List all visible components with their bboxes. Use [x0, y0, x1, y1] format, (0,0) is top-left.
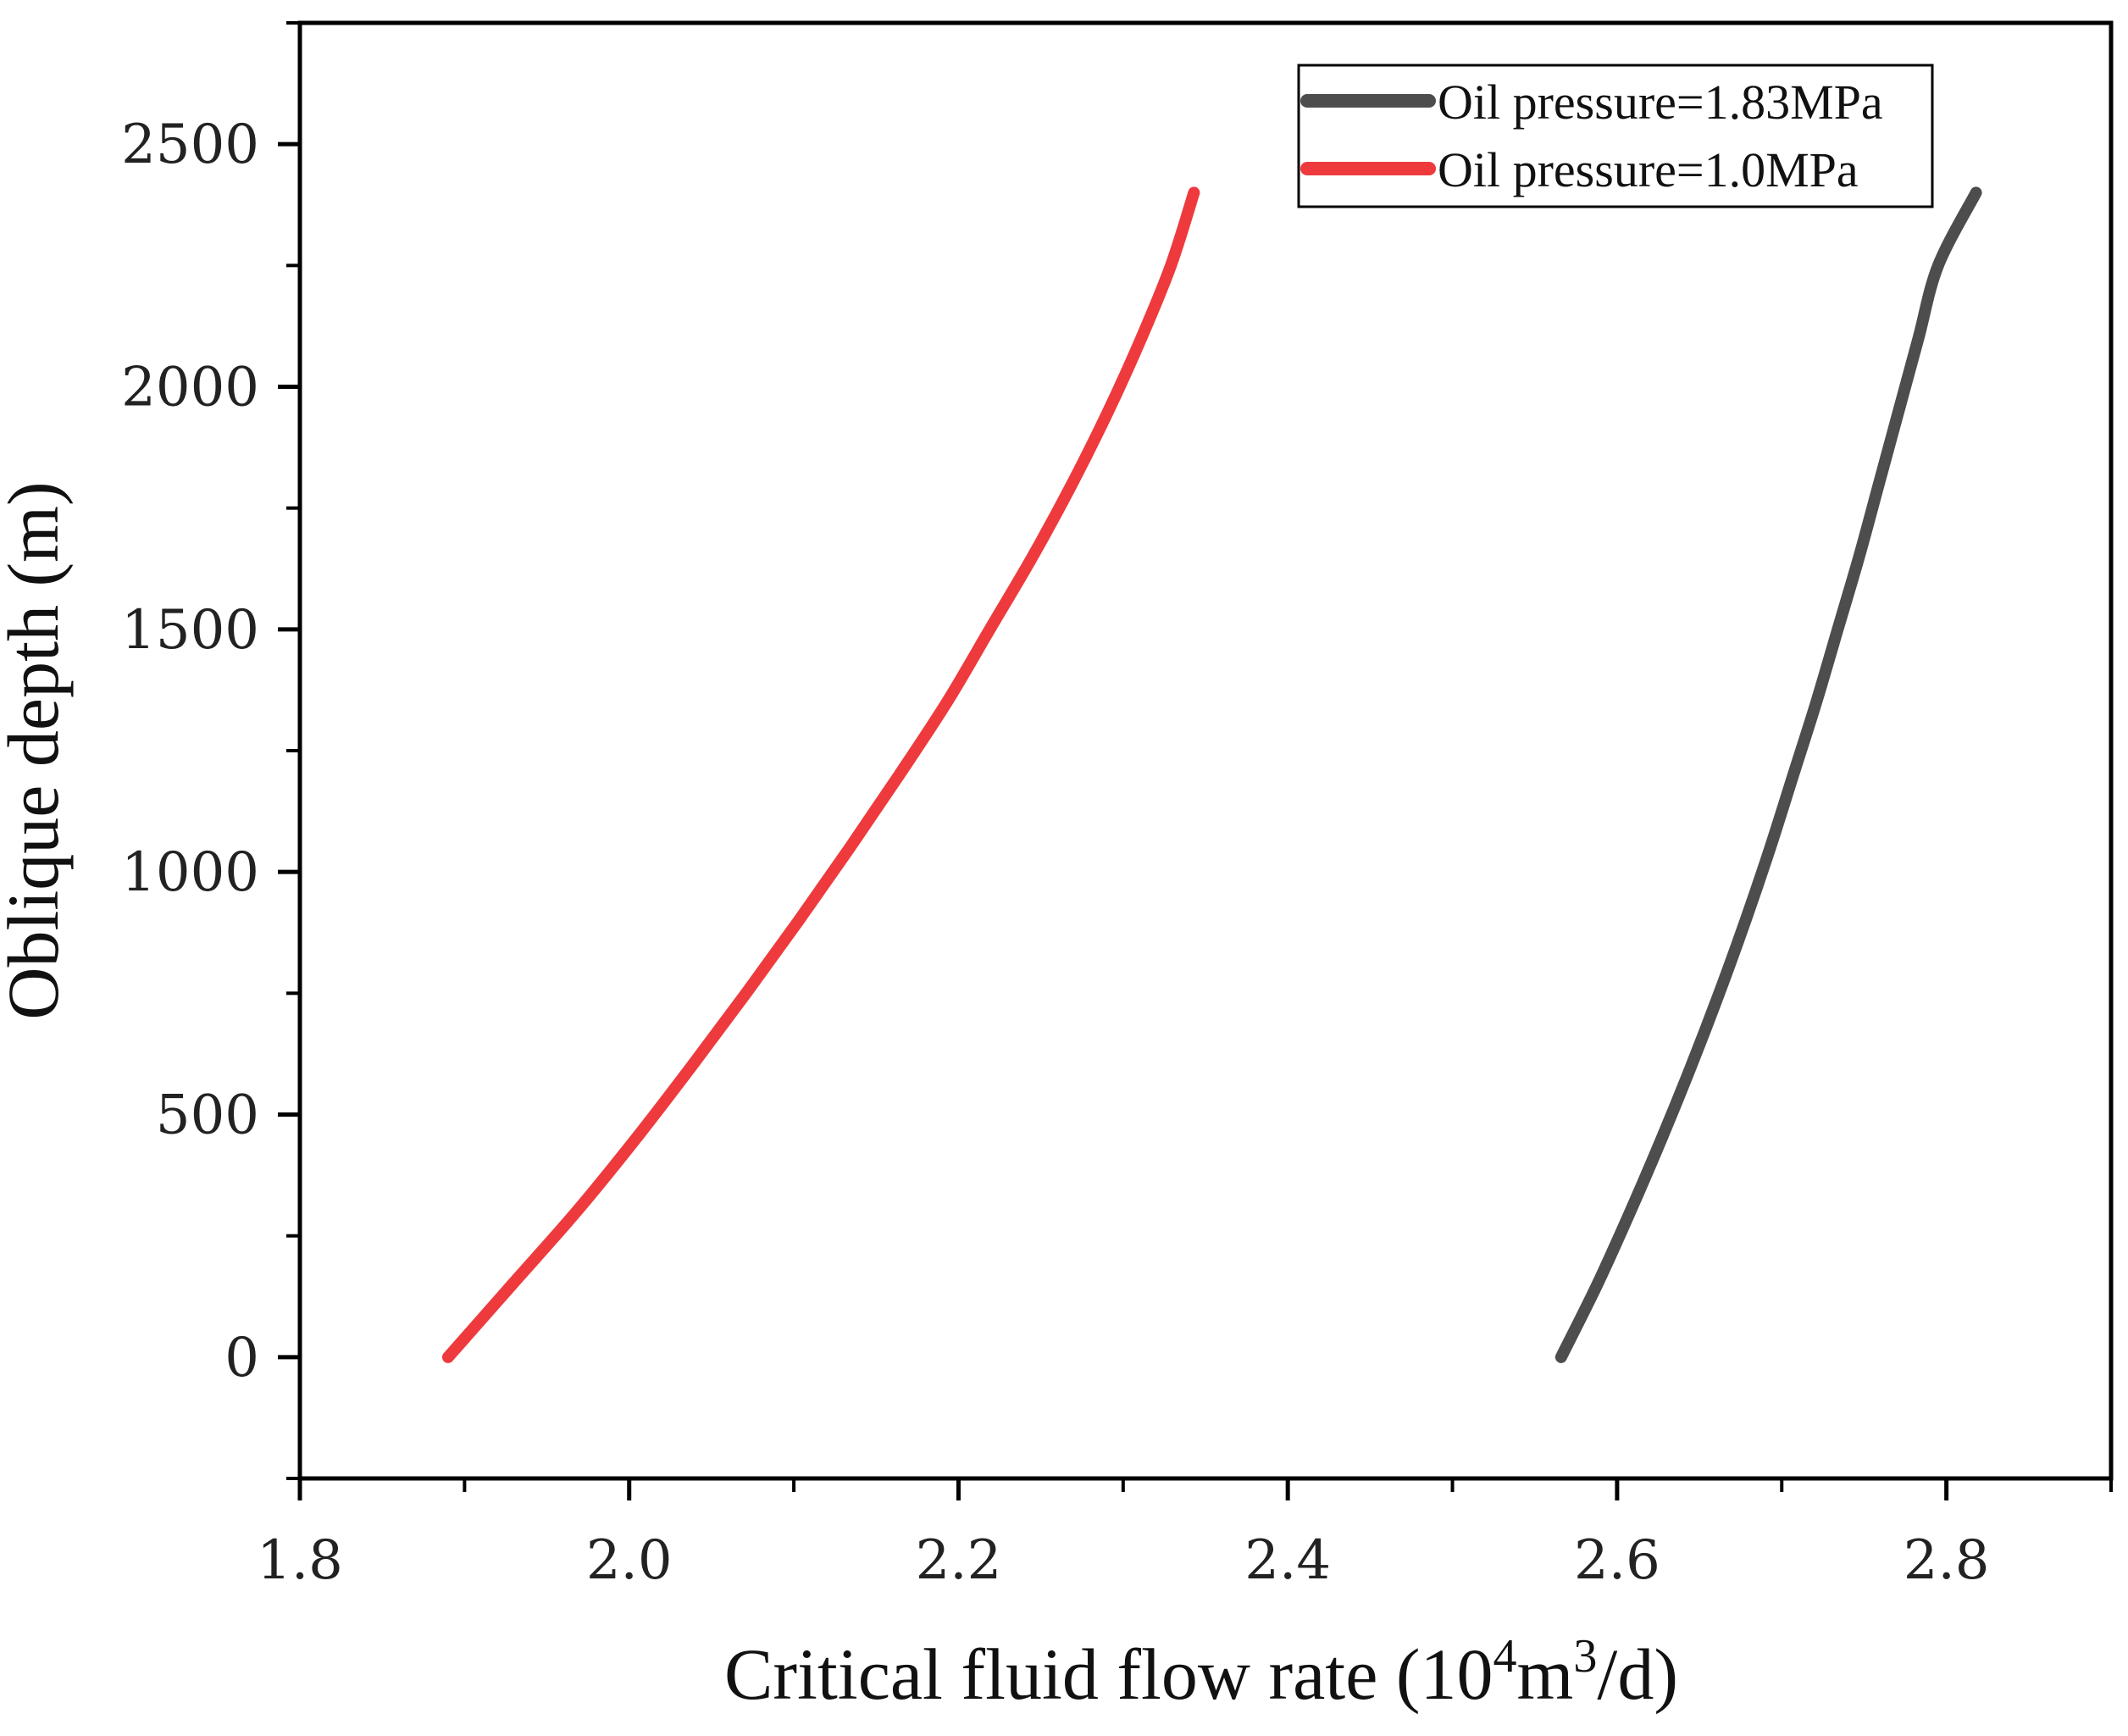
x-tick-label: 2.2: [916, 1529, 1002, 1592]
y-axis-title: Oblique depth (m): [0, 481, 74, 1019]
x-axis-tick-labels: 1.8 2.0 2.2 2.4 2.6 2.8: [257, 1529, 1989, 1592]
x-axis-title-end: /d): [1597, 1633, 1678, 1715]
y-tick-label: 2000: [121, 357, 259, 419]
y-tick-label: 1500: [121, 599, 259, 662]
x-axis-title-sup2: 3: [1573, 1630, 1597, 1683]
x-tick-label: 2.6: [1574, 1529, 1660, 1592]
legend-label-series-1: Oil pressure=1.83MPa: [1438, 75, 1883, 130]
x-axis-title: Critical fluid flow rate (104m3/d): [724, 1630, 1678, 1715]
x-tick-label: 2.0: [586, 1529, 673, 1592]
series-lines: [441, 186, 1982, 1363]
x-axis-title-main: Critical fluid flow rate (10: [724, 1633, 1493, 1715]
y-tick-label: 1000: [121, 841, 259, 904]
legend: Oil pressure=1.83MPa Oil pressure=1.0MPa: [1297, 64, 1934, 208]
y-tick-label: 2500: [121, 114, 259, 176]
x-axis-title-sup1: 4: [1493, 1630, 1517, 1683]
y-axis-tick-labels: 0 500 1000 1500 2000 2500: [121, 114, 259, 1389]
y-tick-label: 500: [156, 1084, 259, 1147]
series-line-2: [441, 186, 1200, 1363]
y-tick-label: 0: [224, 1327, 259, 1389]
x-axis-title-mid: m: [1517, 1633, 1574, 1715]
x-tick-label: 1.8: [257, 1529, 343, 1592]
legend-label-series-2: Oil pressure=1.0MPa: [1438, 142, 1859, 197]
legend-box: [1297, 64, 1934, 208]
x-tick-label: 2.4: [1244, 1529, 1331, 1592]
series-line-1: [1554, 186, 1982, 1363]
y-axis-ticks: [278, 21, 300, 1480]
plot-area-frame: [297, 20, 2114, 1481]
x-tick-label: 2.8: [1904, 1529, 1990, 1592]
x-axis-ticks: [297, 1478, 2113, 1500]
